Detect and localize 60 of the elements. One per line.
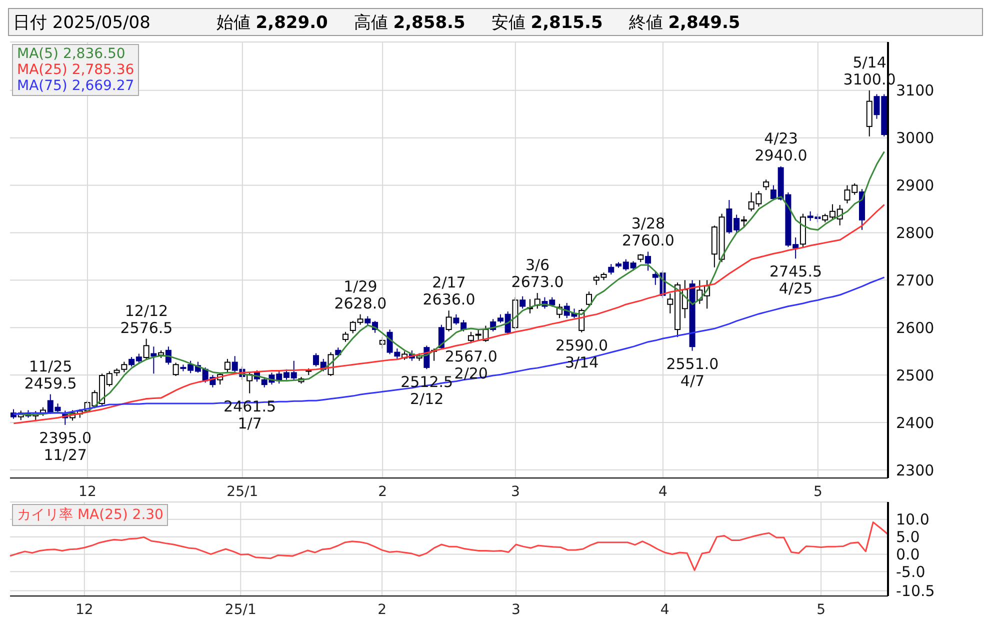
candlestick [224, 358, 230, 373]
y-tick-label: 2400 [896, 414, 934, 432]
y-tick-label: 3100 [896, 82, 934, 100]
text: MA(25) 2,785.36 [17, 62, 134, 78]
candlestick [172, 362, 179, 376]
line-series [9, 521, 889, 571]
x-tick-label: 25/1 [224, 602, 256, 618]
text: 始値 2,829.0 [216, 12, 328, 34]
candlestick [446, 310, 452, 332]
y-tick-label: 5.0 [896, 528, 920, 546]
annotation: 3/28 2760.0 [622, 214, 674, 250]
y-tick-label: -5.0 [896, 562, 926, 581]
y-tick-label: 0.0 [896, 546, 920, 564]
x-tick-label: 5 [816, 602, 826, 618]
annotation: 2/17 2636.0 [422, 274, 476, 309]
candlestick [121, 361, 128, 373]
x-tick-label: 5 [813, 484, 822, 500]
text: MA(5) 2,836.50 [17, 46, 126, 62]
candlestick [586, 291, 592, 307]
y-tick-label: 2900 [896, 176, 934, 195]
y-tick-label: 2300 [896, 461, 934, 480]
text: MA(75) 2,669.27 [17, 78, 134, 94]
annotation: 2395.0 11/27 [39, 428, 92, 464]
x-tick-label: 2 [378, 602, 386, 618]
x-tick-label: 4 [658, 484, 668, 500]
annotation: 4/23 2940.0 [754, 129, 808, 164]
candlestick [143, 338, 150, 360]
candlestick [608, 264, 614, 275]
y-tick-label: 10.0 [896, 510, 930, 529]
y-tick-label: -10.5 [896, 582, 935, 600]
x-tick-label: 4 [660, 602, 670, 618]
annotation: 3/6 2673.0 [511, 256, 564, 291]
text: 高値 2,858.5 [354, 12, 466, 34]
annotation: 2551.0 4/7 [666, 354, 719, 390]
candlestick [652, 271, 658, 286]
candlestick [740, 216, 747, 228]
annotation: 12/12 2576.5 [120, 302, 173, 337]
candlestick [763, 179, 770, 191]
x-tick-label: 12 [75, 602, 94, 618]
candlestick [645, 251, 652, 272]
y-tick-label: 2600 [896, 318, 934, 337]
x-tick-label: 2 [378, 484, 388, 500]
text: 日付 2025/05/08 [13, 12, 150, 34]
x-tick-label: 3 [510, 484, 520, 500]
annotation: 1/29 2628.0 [334, 277, 387, 312]
y-tick-label: 2700 [896, 271, 934, 290]
x-tick-label: 3 [512, 602, 520, 618]
x-tick-label: 25/1 [226, 484, 258, 500]
y-tick-label: 3000 [896, 129, 934, 148]
text: 終値 2,849.5 [628, 12, 740, 34]
series-label: カイリ率 MA(25) 2.30 [17, 506, 164, 524]
candlestick [342, 331, 349, 342]
annotation: 2745.5 4/25 [770, 262, 822, 298]
annotation: 11/25 2459.5 [24, 357, 77, 392]
y-tick-label: 2800 [896, 224, 934, 242]
x-tick-label: 12 [78, 484, 96, 500]
candlestick [150, 346, 157, 374]
y-tick-label: 2500 [896, 366, 934, 384]
candlestick [520, 296, 526, 310]
text: 安値 2,815.5 [491, 12, 603, 34]
